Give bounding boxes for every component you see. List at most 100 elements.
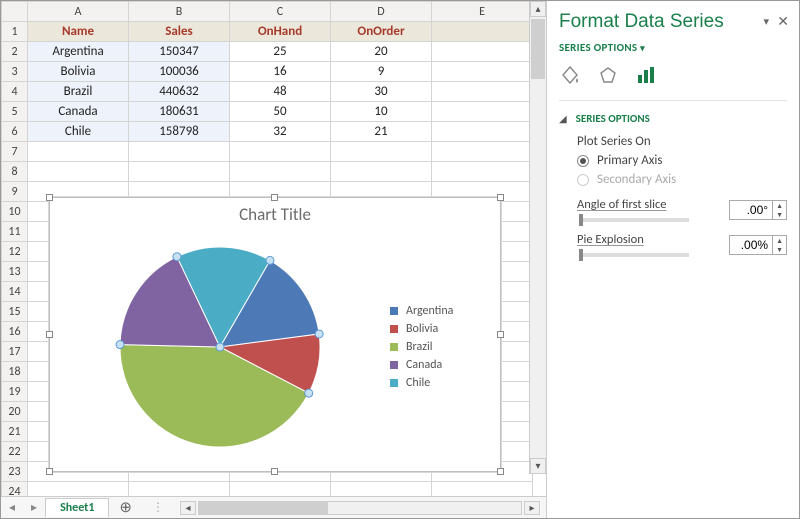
cell[interactable]: Bolivia — [28, 62, 129, 82]
row-header[interactable]: 2 — [2, 42, 28, 62]
selection-handle[interactable] — [216, 343, 224, 351]
scroll-down-button[interactable]: ▾ — [530, 458, 546, 474]
cell[interactable] — [28, 482, 129, 497]
cell[interactable]: 48 — [230, 82, 331, 102]
pane-subtitle[interactable]: SERIES OPTIONS ▾ — [559, 41, 787, 54]
vertical-scrollbar[interactable]: ▴ ▾ — [529, 1, 546, 474]
row-header[interactable]: 16 — [2, 322, 28, 342]
row-header[interactable]: 14 — [2, 282, 28, 302]
cell[interactable] — [432, 162, 533, 182]
cell[interactable] — [230, 162, 331, 182]
cell[interactable]: 50 — [230, 102, 331, 122]
cell[interactable] — [129, 482, 230, 497]
secondary-axis-radio[interactable]: Secondary Axis — [577, 172, 787, 187]
row-header[interactable]: 18 — [2, 362, 28, 382]
grid-row[interactable]: 2Argentina1503472520 — [2, 42, 533, 62]
cell[interactable]: 440632 — [129, 82, 230, 102]
header-cell[interactable]: OnHand — [230, 22, 331, 42]
selection-handle[interactable] — [116, 340, 124, 348]
collapse-arrow-icon[interactable]: ◢ — [559, 112, 567, 125]
hscroll-thumb[interactable] — [199, 502, 328, 514]
series-options-icon[interactable] — [635, 64, 657, 86]
grid-row[interactable]: 1NameSalesOnHandOnOrder — [2, 22, 533, 42]
cell[interactable] — [432, 142, 533, 162]
pie-chart[interactable] — [110, 237, 330, 457]
sheet-tab[interactable]: Sheet1 — [45, 498, 109, 517]
cell[interactable] — [331, 142, 432, 162]
cell[interactable] — [28, 142, 129, 162]
cell[interactable] — [230, 142, 331, 162]
row-header[interactable]: 6 — [2, 122, 28, 142]
scroll-up-button[interactable]: ▴ — [530, 1, 546, 17]
cell[interactable] — [432, 102, 533, 122]
row-header[interactable]: 24 — [2, 482, 28, 497]
chart-title[interactable]: Chart Title — [50, 204, 500, 225]
legend-item[interactable]: Argentina — [390, 304, 500, 318]
row-header[interactable]: 3 — [2, 62, 28, 82]
row-header[interactable]: 1 — [2, 22, 28, 42]
cell[interactable] — [28, 162, 129, 182]
selection-handle[interactable] — [315, 329, 323, 337]
row-header[interactable]: 21 — [2, 422, 28, 442]
fill-icon[interactable] — [559, 64, 581, 86]
grid-row[interactable]: 8 — [2, 162, 533, 182]
header-cell[interactable]: Name — [28, 22, 129, 42]
row-header[interactable]: 23 — [2, 462, 28, 482]
row-header[interactable]: 10 — [2, 202, 28, 222]
effects-icon[interactable] — [597, 64, 619, 86]
cell[interactable] — [331, 162, 432, 182]
add-sheet-button[interactable]: ⊕ — [109, 498, 142, 517]
row-header[interactable]: 12 — [2, 242, 28, 262]
row-header[interactable]: 13 — [2, 262, 28, 282]
cell[interactable]: Canada — [28, 102, 129, 122]
cell[interactable]: Argentina — [28, 42, 129, 62]
selection-handle[interactable] — [305, 389, 313, 397]
cell[interactable] — [129, 142, 230, 162]
cell[interactable]: 25 — [230, 42, 331, 62]
cell[interactable]: 30 — [331, 82, 432, 102]
header-cell[interactable]: Sales — [129, 22, 230, 42]
cell[interactable] — [331, 482, 432, 497]
angle-slider[interactable] — [579, 218, 689, 222]
grid-row[interactable]: 7 — [2, 142, 533, 162]
row-header[interactable]: 7 — [2, 142, 28, 162]
cell[interactable]: 150347 — [129, 42, 230, 62]
angle-spinner[interactable]: ▲▼ — [729, 200, 787, 220]
col-header[interactable]: D — [331, 2, 432, 22]
explosion-slider[interactable] — [579, 253, 689, 257]
row-header[interactable]: 11 — [2, 222, 28, 242]
cell[interactable] — [432, 122, 533, 142]
pie-chart-object[interactable]: Chart Title ArgentinaBoliviaBrazilCanada… — [49, 197, 501, 472]
grid-row[interactable]: 6Chile1587983221 — [2, 122, 533, 142]
legend-item[interactable]: Canada — [390, 358, 500, 372]
spin-down[interactable]: ▼ — [773, 210, 786, 219]
cell[interactable]: 21 — [331, 122, 432, 142]
col-header[interactable]: C — [230, 2, 331, 22]
spin-up[interactable]: ▲ — [773, 236, 786, 245]
row-header[interactable]: 5 — [2, 102, 28, 122]
legend-item[interactable]: Bolivia — [390, 322, 500, 336]
scroll-right-button[interactable]: ▸ — [524, 501, 540, 515]
selection-handle[interactable] — [173, 252, 181, 260]
selection-handle[interactable] — [266, 256, 274, 264]
cell[interactable]: 180631 — [129, 102, 230, 122]
spin-down[interactable]: ▼ — [773, 245, 786, 254]
explosion-input[interactable] — [730, 236, 772, 254]
pane-options-icon[interactable]: ▾ — [763, 15, 769, 28]
row-header[interactable]: 20 — [2, 402, 28, 422]
grid-row[interactable]: 3Bolivia100036169 — [2, 62, 533, 82]
explosion-spinner[interactable]: ▲▼ — [729, 235, 787, 255]
col-header[interactable]: E — [432, 2, 533, 22]
grid-row[interactable]: 5Canada1806315010 — [2, 102, 533, 122]
angle-input[interactable] — [730, 201, 772, 219]
cell[interactable] — [432, 22, 533, 42]
primary-axis-radio[interactable]: Primary Axis — [577, 153, 787, 168]
tab-nav-next[interactable]: ▸ — [23, 500, 45, 515]
tab-nav-prev[interactable]: ◂ — [1, 500, 23, 515]
cell[interactable] — [432, 482, 533, 497]
scroll-left-button[interactable]: ◂ — [180, 501, 196, 515]
column-header-row[interactable]: A B C D E — [2, 2, 533, 22]
cell[interactable]: 100036 — [129, 62, 230, 82]
cell[interactable] — [230, 482, 331, 497]
cell[interactable] — [432, 62, 533, 82]
